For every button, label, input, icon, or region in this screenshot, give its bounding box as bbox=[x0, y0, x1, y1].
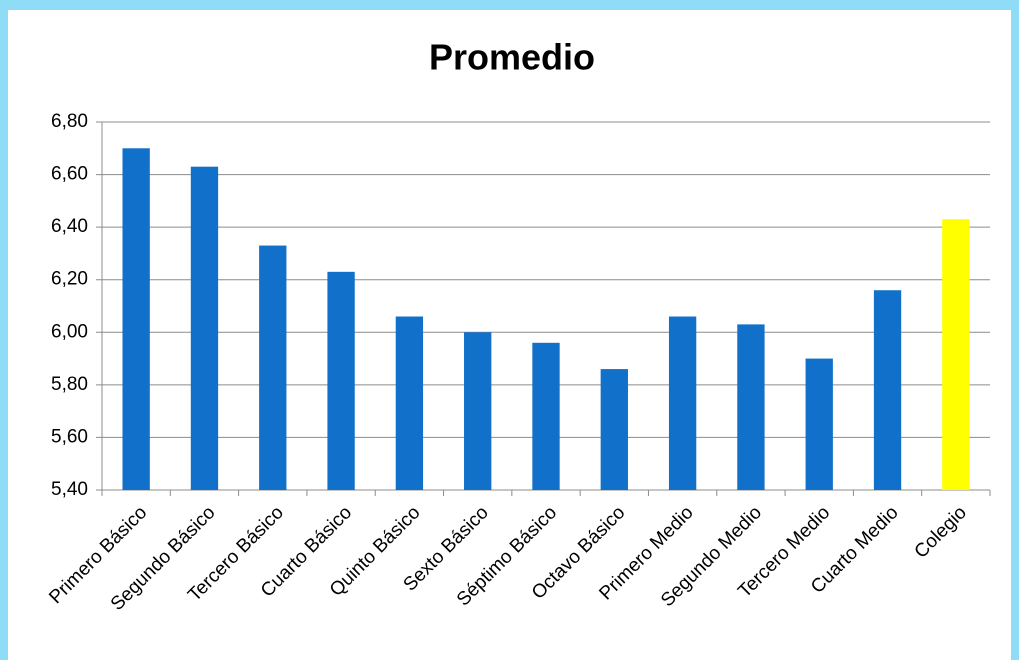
bar bbox=[873, 290, 902, 490]
y-tick-label: 6,60 bbox=[51, 164, 88, 185]
bar bbox=[737, 324, 765, 490]
bar bbox=[327, 271, 355, 490]
bar bbox=[600, 369, 628, 490]
y-tick-label: 6,00 bbox=[51, 321, 88, 342]
bar bbox=[122, 148, 150, 491]
y-tick-label: 6,20 bbox=[51, 269, 88, 290]
y-tick-label: 5,80 bbox=[51, 374, 88, 395]
bar bbox=[464, 332, 492, 490]
y-tick-label: 6,40 bbox=[51, 216, 88, 237]
bar bbox=[395, 316, 424, 490]
bar bbox=[190, 166, 219, 490]
chart-area bbox=[8, 10, 1011, 660]
chart-title: Promedio bbox=[429, 37, 595, 78]
y-tick-label: 5,40 bbox=[51, 479, 88, 500]
bar bbox=[942, 219, 970, 490]
bar bbox=[532, 342, 560, 490]
y-tick-label: 5,60 bbox=[51, 426, 88, 447]
bar bbox=[259, 245, 287, 490]
bar bbox=[805, 358, 833, 490]
bar bbox=[668, 316, 697, 490]
y-tick-label: 6,80 bbox=[51, 111, 88, 132]
